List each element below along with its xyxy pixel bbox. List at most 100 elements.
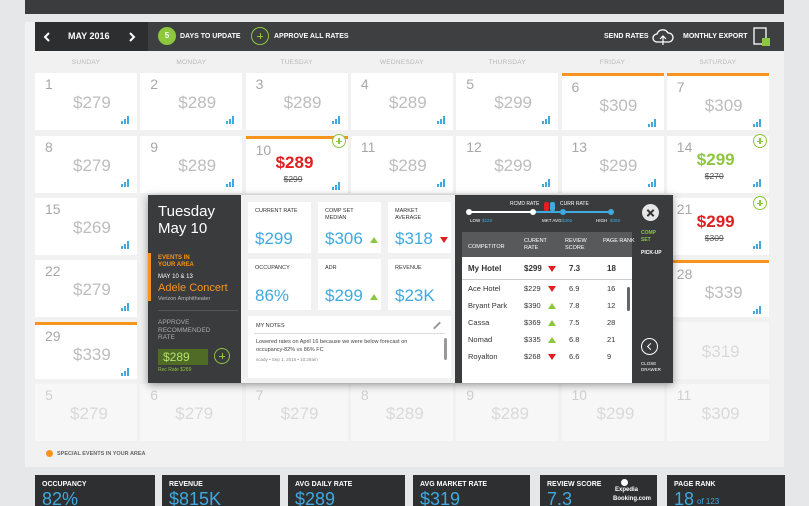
- day-cell[interactable]: 21 $299 $309: [666, 198, 769, 255]
- day-cell[interactable]: 22 $279: [35, 260, 137, 317]
- day-cell[interactable]: 10 $289 $299: [245, 136, 348, 193]
- day-number: 6: [150, 387, 159, 403]
- bar-icon: [548, 116, 551, 124]
- mkt-label: MKT AVG: [542, 218, 562, 223]
- day-cell[interactable]: 12 $299: [456, 136, 559, 193]
- day-cell[interactable]: 29 $339: [35, 322, 137, 379]
- day-cell[interactable]: 14 $299 $270: [666, 136, 769, 193]
- plus-v: [759, 200, 761, 206]
- days-badge[interactable]: 5: [158, 27, 176, 45]
- legend-label: SPECIAL EVENTS IN YOUR AREA: [57, 451, 146, 457]
- rec-rate-note: Rec Rate $289: [158, 367, 192, 373]
- kpi-value: 18: [674, 489, 695, 506]
- day-cell[interactable]: 8 $289: [350, 384, 453, 441]
- day-number: 8: [45, 139, 53, 155]
- bar-icon: [752, 184, 755, 187]
- day-price: $289: [388, 156, 427, 175]
- close-drawer[interactable]: CLOSE DRAWER: [641, 361, 661, 372]
- day-cell[interactable]: 3 $289: [245, 73, 348, 130]
- approve-button[interactable]: [214, 348, 230, 364]
- next-month[interactable]: [128, 32, 136, 42]
- column-header[interactable]: REVIEW SCORE: [565, 238, 587, 251]
- tab-pick-up[interactable]: PICK-UP: [641, 250, 662, 256]
- prev-month[interactable]: [43, 32, 51, 42]
- day-price: $289: [491, 404, 530, 423]
- metric-value: $306: [325, 229, 363, 248]
- cell: 6.6: [569, 352, 580, 361]
- close-button[interactable]: [642, 204, 659, 221]
- cell: $390: [524, 301, 541, 310]
- range-fill: [532, 211, 612, 213]
- day-cell[interactable]: 2 $289: [140, 73, 243, 130]
- divider: [158, 310, 238, 311]
- day-number: 9: [150, 139, 159, 155]
- kpi-card: PAGE RANK 18 of 123: [667, 475, 785, 506]
- events-label: EVENTS IN YOUR AREA: [158, 255, 194, 268]
- day-price: $289: [388, 93, 427, 112]
- day-cell[interactable]: 6 $279: [140, 384, 243, 441]
- bar-icon: [752, 311, 755, 314]
- bar-icon: [337, 182, 340, 190]
- day-cell[interactable]: $319: [666, 322, 769, 379]
- kpi-value: $319: [420, 489, 461, 506]
- column-header[interactable]: PAGE RANK: [603, 238, 635, 244]
- bar-icon: [232, 179, 235, 187]
- day-cell[interactable]: 5 $279: [35, 384, 137, 441]
- day-cell[interactable]: 11 $309: [666, 384, 769, 441]
- send-rates[interactable]: SEND RATES: [604, 33, 649, 40]
- day-cell[interactable]: 8 $279: [35, 136, 137, 193]
- day-cell[interactable]: 4 $289: [350, 73, 453, 130]
- days-label[interactable]: DAYS TO UPDATE: [180, 33, 241, 40]
- day-price: $289: [178, 93, 217, 112]
- day-cell[interactable]: 9 $289: [140, 136, 243, 193]
- cloud-icon[interactable]: [652, 28, 674, 46]
- day-cell[interactable]: 6 $309: [561, 73, 664, 130]
- notes-meta: scady • Sep 1, 2016 • 10:29am: [256, 357, 318, 362]
- bar-icon: [542, 184, 545, 187]
- day-price: $269: [73, 218, 111, 237]
- day-cell[interactable]: 7 $279: [245, 384, 348, 441]
- day-cell[interactable]: 10 $299: [561, 384, 664, 441]
- monthly-export[interactable]: MONTHLY EXPORT: [683, 33, 748, 40]
- day-cell[interactable]: 15 $269: [35, 198, 137, 255]
- bar-icon: [331, 187, 334, 190]
- day-number: 9: [466, 387, 474, 403]
- tab-comp-set[interactable]: COMP SET: [641, 230, 656, 243]
- approve-button[interactable]: [752, 196, 767, 210]
- day-number: 10: [571, 387, 588, 403]
- bar-icon: [653, 119, 656, 127]
- day-cell[interactable]: 28 $339: [666, 260, 769, 317]
- notes-divider: [254, 333, 445, 334]
- day-price: $279: [280, 404, 319, 423]
- export-icon[interactable]: [752, 26, 772, 48]
- metrics-panel: CURRENT RATE $299 COMP SET MEDIAN $306 MARKE…: [241, 195, 455, 383]
- table-header: [462, 232, 632, 257]
- approve-button[interactable]: [251, 27, 269, 45]
- bar-icon: [752, 124, 755, 127]
- metric-label: COMP SET MEDIAN: [325, 208, 354, 221]
- day-cell[interactable]: 1 $279: [35, 73, 137, 130]
- day-cell[interactable]: 5 $299: [456, 73, 559, 130]
- bar-icon: [229, 182, 232, 187]
- day-number: 22: [45, 263, 61, 279]
- day-cell[interactable]: 11 $289: [350, 136, 453, 193]
- bar-icon: [124, 182, 126, 187]
- edit-icon[interactable]: [433, 321, 441, 330]
- bar-icon: [548, 179, 551, 187]
- plus-v: [259, 33, 261, 39]
- column-header[interactable]: COMPETITOR: [468, 244, 505, 250]
- day-cell[interactable]: 9 $289: [456, 384, 559, 441]
- kpi-card: OCCUPANCY 82%: [35, 475, 155, 506]
- range-dot: [560, 209, 566, 215]
- day-cell[interactable]: 7 $309: [666, 73, 769, 130]
- approve-button[interactable]: [752, 134, 767, 148]
- side-tabs: COMP SET PICK-UP CLOSE DRAWER: [632, 195, 673, 383]
- approve-button[interactable]: [331, 134, 346, 148]
- trend-arrow: [548, 337, 556, 343]
- source: Booking.com: [613, 496, 652, 502]
- approve-all[interactable]: APPROVE ALL RATES: [274, 33, 349, 40]
- close-drawer-icon[interactable]: [641, 338, 658, 355]
- day-cell[interactable]: 13 $299: [561, 136, 664, 193]
- column-header[interactable]: CURENT RATE: [524, 238, 547, 251]
- rec-rate[interactable]: $289: [158, 349, 208, 365]
